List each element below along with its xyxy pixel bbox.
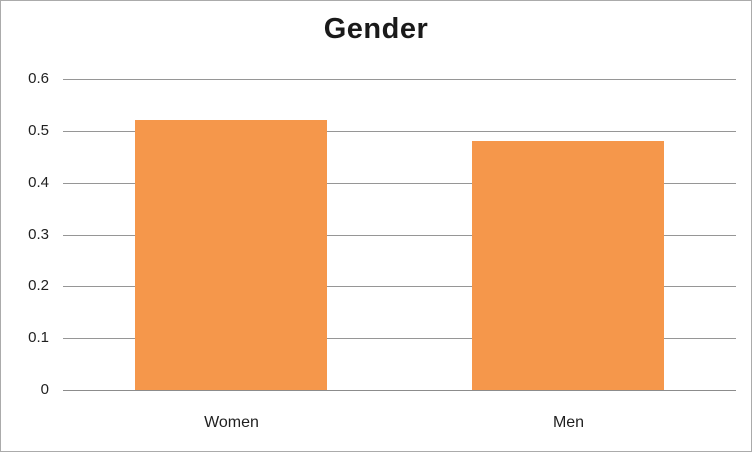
y-axis-tick-label: 0.3	[28, 226, 49, 243]
bar-men	[472, 141, 664, 390]
gridline-y-0.3	[63, 235, 736, 236]
y-axis-tick-label: 0.6	[28, 70, 49, 87]
y-axis-tick-label: 0.4	[28, 174, 49, 191]
y-axis-tick-label: 0.2	[28, 277, 49, 294]
y-axis-tick-label: 0.1	[28, 329, 49, 346]
y-axis-tick-label: 0	[40, 381, 49, 398]
x-axis-line	[63, 390, 736, 391]
gridline-y-0.6	[63, 79, 736, 80]
chart-title: Gender	[323, 13, 429, 45]
gridline-y-0.1	[63, 338, 736, 339]
x-axis-category-label: Women	[204, 414, 259, 431]
bar-women	[135, 120, 327, 390]
gridline-y-0.4	[63, 183, 736, 184]
gridline-y-0.5	[63, 131, 736, 132]
y-axis-tick-label: 0.5	[28, 122, 49, 139]
gridline-y-0.2	[63, 286, 736, 287]
x-axis-category-label: Men	[552, 414, 585, 431]
